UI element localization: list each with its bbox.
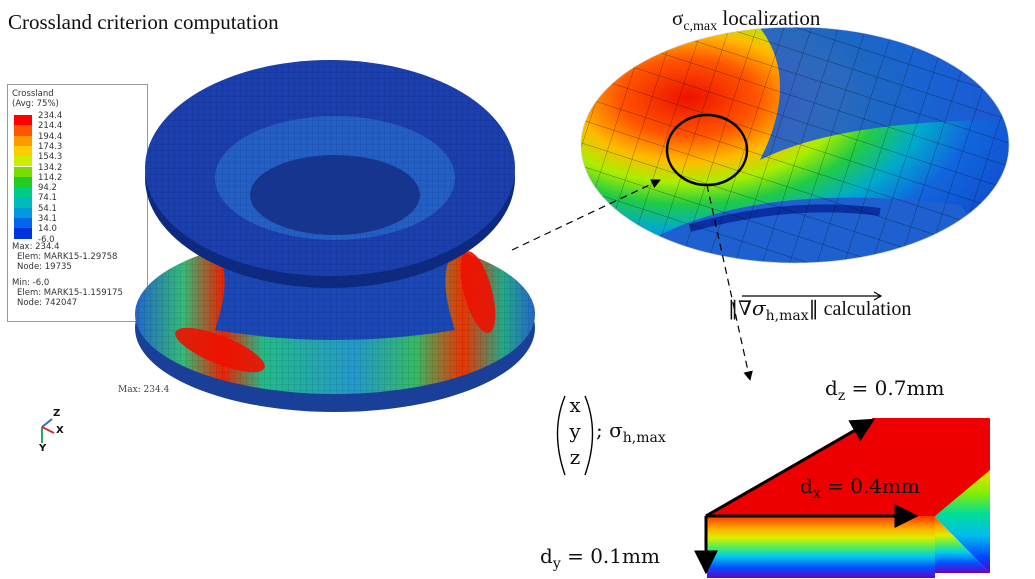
legend-swatch — [14, 176, 32, 188]
gradient-norm-close: ‖ — [808, 296, 819, 320]
dz-sub: z — [837, 388, 846, 404]
legend-level: 194.4 — [38, 131, 63, 142]
legend-level: 174.3 — [38, 141, 63, 152]
legend-level: 74.1 — [38, 193, 57, 204]
sub-volume-block — [694, 418, 990, 578]
dy-base: d — [540, 544, 553, 568]
right-title-sigma: σ — [672, 6, 684, 30]
dx-base: d — [800, 474, 813, 498]
legend-swatch — [14, 125, 32, 136]
legend-max-node: Node: 19735 — [17, 262, 72, 272]
legend-level: 114.2 — [38, 172, 63, 183]
legend-swatch — [14, 115, 32, 126]
legend-min-block: Min: -6.0 Elem: MARK15-1.159175 Node: 74… — [12, 278, 123, 308]
dy-sub: y — [552, 556, 561, 572]
triad-x: X — [56, 425, 64, 436]
legend-level: 94.2 — [38, 183, 57, 194]
legend-title-line1: Crossland — [12, 89, 54, 99]
legend-swatch — [14, 166, 32, 177]
vector-bracket-left — [556, 395, 566, 476]
orientation-triad: Z X Y — [36, 405, 86, 455]
legend-swatch — [14, 228, 32, 239]
left-title: Crossland criterion computation — [8, 10, 279, 34]
legend-level: 214.4 — [38, 121, 63, 132]
legend-swatch — [14, 207, 32, 218]
legend-swatch — [14, 197, 32, 208]
legend-swatch — [14, 156, 32, 167]
dz-arrow — [705, 418, 876, 518]
legend-max: Max: 234.4 — [12, 242, 60, 252]
legend-swatch — [14, 135, 32, 146]
block-top-face — [706, 419, 990, 516]
legend-min-node: Node: 742047 — [17, 298, 78, 308]
legend-level: -6.0 — [38, 234, 55, 245]
dx-value: = 0.4mm — [820, 474, 920, 498]
legend-level: 134.2 — [38, 162, 63, 173]
gradient-nabla: ∇σ — [738, 296, 766, 320]
model-max-marker: Max: 234.4 — [118, 385, 170, 395]
position-x: x — [569, 393, 581, 417]
legend-swatch — [14, 218, 32, 229]
crossland-legend: Crossland (Avg: 75%) 234.4 214.4 194.4 174.… — [7, 84, 148, 322]
position-y: y — [569, 419, 581, 443]
legend-level: 154.3 — [38, 152, 63, 163]
legend-level: 54.1 — [38, 203, 57, 214]
dz-value: = 0.7mm — [845, 376, 945, 400]
legend-swatch — [14, 187, 32, 198]
dy-label: dy = 0.1mm — [540, 544, 660, 572]
legend-title-line2: (Avg: 75%) — [12, 99, 59, 109]
block-front-face — [707, 516, 935, 578]
dz-label: dz = 0.7mm — [825, 376, 944, 404]
dx-sub: x — [812, 486, 821, 502]
legend-title: Crossland (Avg: 75%) — [12, 89, 59, 109]
position-vector: x y z — [566, 392, 584, 470]
legend-level: 34.1 — [38, 214, 57, 224]
legend-level: 14.0 — [38, 224, 57, 235]
gradient-rest: calculation — [818, 298, 912, 320]
legend-min-elem: Elem: MARK15-1.159175 — [17, 288, 123, 298]
gradient-norm-label: ‖∇σh,max‖ calculation — [728, 296, 911, 324]
legend-max-elem: Elem: MARK15-1.29758 — [17, 252, 118, 262]
dz-base: d — [825, 376, 838, 400]
triad-z: Z — [53, 408, 61, 419]
zoom-view — [580, 26, 1010, 264]
gradient-norm-open: ‖ — [728, 296, 738, 320]
position-z: z — [569, 445, 581, 469]
triad-y: Y — [39, 443, 47, 454]
right-title-sub: c,max — [683, 19, 718, 35]
connector-zoom-to-block — [706, 184, 753, 381]
hot-spot-right — [460, 251, 496, 333]
connector-model-to-zoom — [511, 179, 661, 251]
legend-swatch — [14, 145, 32, 157]
position-sigma-label: ; σh,max — [596, 418, 666, 446]
dx-label: dx = 0.4mm — [800, 474, 920, 502]
gradient-sub: h,max — [765, 308, 809, 324]
dy-value: = 0.1mm — [560, 544, 660, 568]
legend-max-block: Max: 234.4 Elem: MARK15-1.29758 Node: 19… — [12, 242, 117, 272]
vector-bracket-right — [584, 395, 594, 476]
legend-min: Min: -6.0 — [12, 278, 50, 288]
fe-model: Max: 234.4 — [118, 60, 535, 412]
right-title-rest: localization — [717, 6, 821, 30]
legend-level: 234.4 — [38, 111, 63, 121]
position-sep: ; σ — [596, 418, 623, 442]
hot-spot-left — [175, 327, 265, 373]
right-title: σc,max localization — [672, 6, 820, 35]
position-sub: h,max — [622, 430, 666, 446]
